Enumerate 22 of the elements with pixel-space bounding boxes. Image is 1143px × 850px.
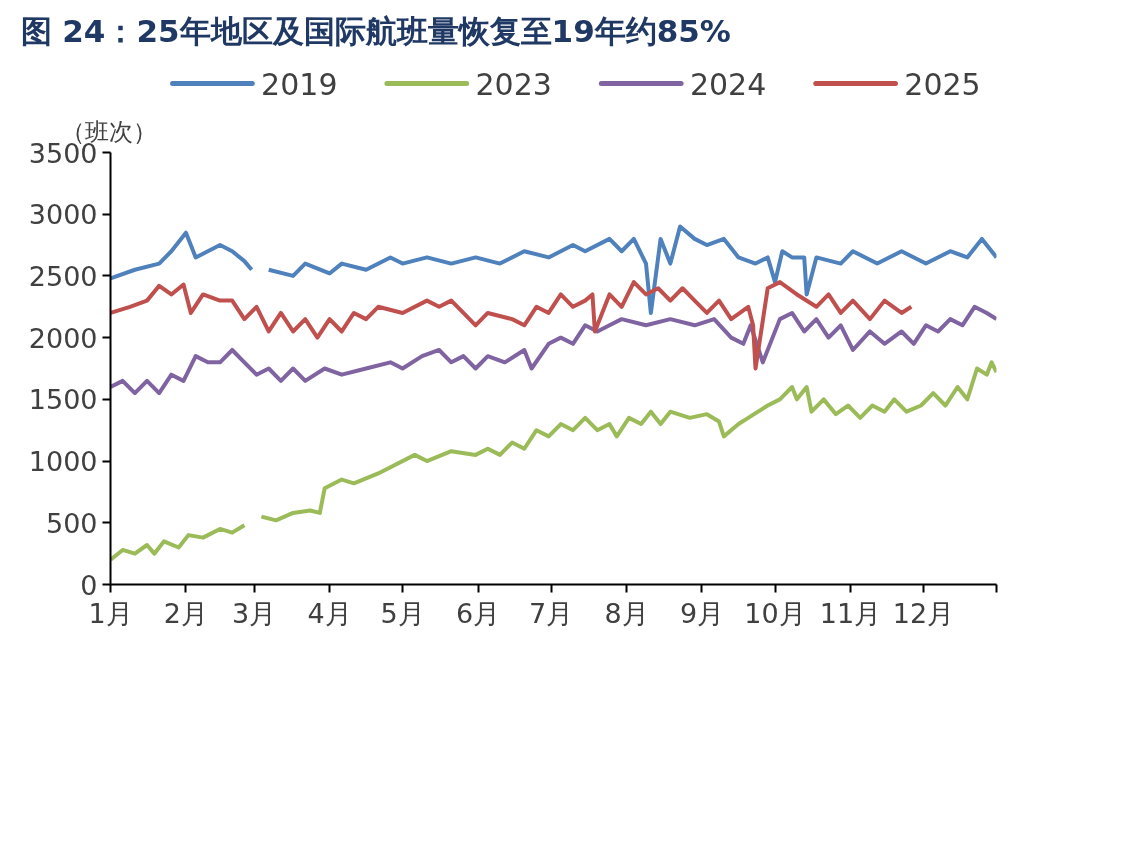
x-tick-label: 5月 [380,597,425,629]
y-tick-label: 2000 [28,322,98,354]
x-tick-label: 3月 [232,597,277,629]
x-tick-label: 11月 [819,597,882,629]
x-tick-label: 4月 [307,597,352,629]
y-tick-label: 3000 [28,199,98,231]
x-tick-label: 8月 [604,597,649,629]
legend-label: 2019 [261,66,338,102]
x-tick-label: 9月 [679,597,725,629]
x-tick-label: 10月 [744,597,806,629]
y-tick-label: 2500 [28,260,98,292]
x-tick-label: 2月 [163,597,209,629]
x-tick-label: 7月 [528,597,574,629]
legend-label: 2023 [475,66,552,102]
y-tick-label: 1500 [28,384,98,416]
legend-label: 2024 [689,66,767,102]
x-tick-label: 12月 [892,597,955,629]
y-tick-label: 500 [45,507,98,539]
chart-title: 图 24：25年地区及国际航班量恢复至19年约85% [20,12,731,49]
y-tick-label: 1000 [28,446,98,478]
legend-label: 2025 [904,66,981,102]
x-tick-label: 6月 [455,597,501,629]
